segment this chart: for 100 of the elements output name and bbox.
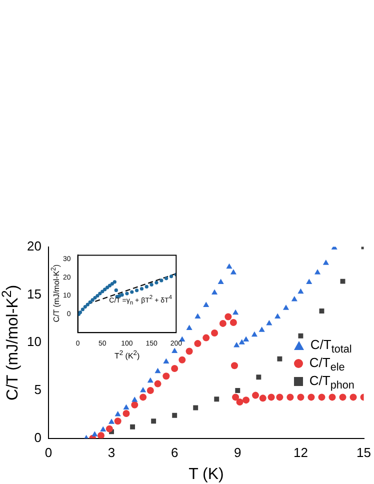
legend-label: C/T$_{total}$ — [310, 336, 352, 356]
point — [282, 304, 290, 310]
point — [194, 340, 202, 348]
point — [266, 320, 272, 326]
point — [172, 348, 178, 353]
point — [132, 396, 138, 402]
point — [308, 394, 315, 401]
y-tick-label: 5 — [34, 382, 42, 398]
point — [151, 418, 156, 424]
point — [122, 410, 130, 417]
point — [150, 282, 154, 286]
point — [258, 326, 265, 332]
x-tick-label: 3 — [108, 444, 116, 460]
point — [146, 387, 154, 394]
point — [226, 263, 232, 269]
point — [114, 418, 122, 425]
point — [106, 425, 113, 432]
point — [235, 388, 240, 393]
point — [164, 276, 168, 280]
point — [140, 286, 144, 291]
legend-label: C/T$_{phon}$ — [309, 372, 354, 392]
point — [106, 286, 110, 290]
legend-label: C/T$_{ele}$ — [309, 354, 345, 374]
point — [230, 362, 238, 370]
point — [298, 333, 304, 338]
x-tick-label: 12 — [293, 444, 308, 460]
point — [171, 364, 178, 372]
point — [178, 356, 186, 364]
point — [322, 260, 329, 265]
point — [169, 274, 174, 278]
x-tick-label: 6 — [170, 444, 178, 460]
x-axis-title: T$^{2}$ (K$^{2}$) — [114, 350, 140, 361]
point — [93, 296, 97, 300]
point — [100, 426, 106, 432]
point — [232, 309, 239, 315]
point — [80, 308, 85, 312]
point — [203, 302, 210, 307]
point — [154, 368, 161, 374]
point — [135, 288, 139, 292]
point — [154, 380, 162, 388]
point — [214, 396, 220, 402]
point — [131, 401, 138, 408]
point — [306, 278, 312, 284]
point — [291, 296, 298, 302]
x-tick-label: 0 — [44, 444, 52, 460]
point — [256, 374, 262, 380]
point — [230, 269, 236, 274]
point — [298, 288, 304, 294]
point — [112, 280, 116, 284]
point — [140, 394, 147, 401]
point — [328, 394, 336, 401]
point — [140, 387, 146, 392]
point — [318, 394, 326, 401]
point — [297, 394, 304, 401]
point — [83, 305, 87, 309]
point — [194, 313, 201, 318]
point — [103, 288, 107, 292]
point — [154, 280, 158, 284]
point — [242, 396, 250, 404]
y-tick-label: 20 — [26, 238, 42, 254]
x-tick-label: 9 — [234, 444, 242, 460]
point — [251, 331, 258, 337]
x-tick-label: 15 — [356, 444, 372, 460]
point — [252, 392, 260, 399]
point — [339, 394, 346, 401]
point — [186, 348, 193, 355]
y-tick-label: 0 — [34, 430, 42, 445]
point — [268, 394, 275, 401]
point — [86, 302, 90, 306]
point — [224, 313, 232, 320]
point — [236, 398, 244, 406]
point — [219, 320, 226, 327]
point — [202, 334, 210, 342]
point — [160, 278, 164, 282]
point — [88, 300, 92, 304]
point — [238, 339, 245, 344]
point — [277, 356, 282, 362]
point — [211, 330, 218, 337]
point — [211, 289, 218, 295]
point — [234, 342, 240, 348]
point — [274, 313, 281, 318]
point — [114, 288, 118, 292]
y-tick-label: 15 — [26, 286, 42, 302]
point — [130, 424, 136, 430]
point — [125, 292, 129, 296]
y-tick-label: 10 — [26, 334, 42, 350]
point — [259, 394, 266, 402]
point — [130, 290, 134, 294]
point — [350, 394, 357, 401]
point — [100, 290, 104, 294]
point — [144, 284, 148, 289]
point — [108, 284, 112, 288]
point — [314, 269, 321, 274]
point — [286, 394, 294, 401]
point — [98, 432, 105, 438]
point — [232, 394, 240, 401]
point — [186, 324, 192, 330]
point — [193, 405, 198, 410]
point — [243, 336, 250, 342]
point — [147, 377, 154, 383]
